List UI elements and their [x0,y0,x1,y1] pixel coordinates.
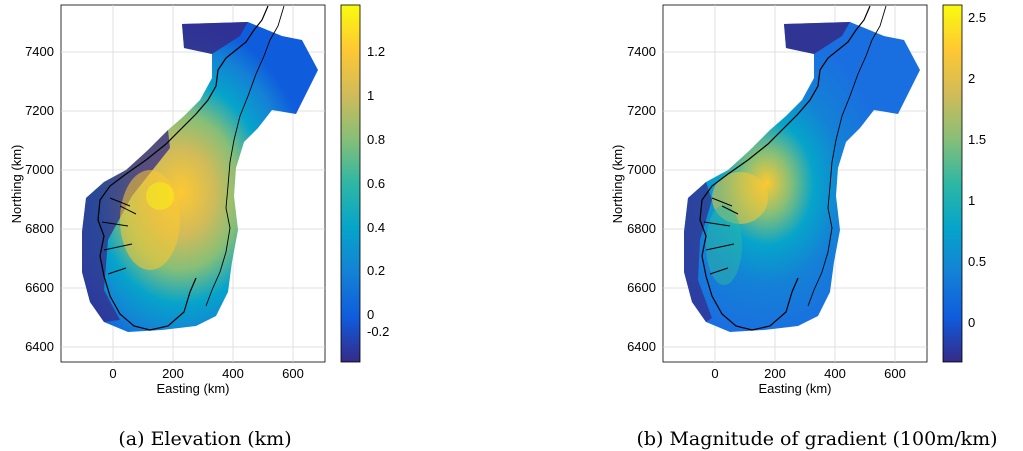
x-axis: 0 200 400 600 [109,366,303,381]
y-tick-label: 7000 [627,162,656,177]
colorbar-tick-label: 0 [968,315,975,330]
y-tick-label: 7400 [627,44,656,59]
y-tick-label: 7400 [25,44,54,59]
colorbar-scale [942,4,963,363]
colorbar: -0.2 0 0.2 0.4 0.6 0.8 1 1.2 [340,4,389,363]
panel-caption: (b) Magnitude of gradient (100m/km) [636,428,997,450]
colorbar-tick-label: 2 [968,71,975,86]
y-axis-label: Northing (km) [610,145,625,224]
y-axis-label: Northing (km) [9,145,24,224]
x-tick-label: 0 [711,366,718,381]
panel-caption: (a) Elevation (km) [118,428,291,450]
x-tick-label: 400 [824,366,846,381]
x-axis-label: Easting (km) [157,381,230,396]
coastline [699,5,871,331]
x-tick-label: 600 [884,366,906,381]
x-axis: 0 200 400 600 [711,366,905,381]
national-border [807,5,887,307]
y-tick-label: 7200 [627,103,656,118]
colorbar: 0 0.5 1 1.5 2 2.5 [942,4,986,363]
y-tick-label: 6400 [627,339,656,354]
colorbar-tick-label: 0.8 [367,132,385,147]
colorbar-tick-label: 1 [367,88,374,103]
colorbar-tick-label: 0.4 [367,220,385,235]
y-tick-label: 7000 [25,162,54,177]
colorbar-tick-label: 1 [968,193,975,208]
colorbar-tick-label: 1.5 [968,132,986,147]
x-tick-label: 200 [162,366,184,381]
coastline [97,5,269,331]
colorbar-ticks: 0 0.5 1 1.5 2 2.5 [968,10,986,330]
y-tick-label: 6400 [25,339,54,354]
x-tick-label: 0 [109,366,116,381]
panel-gradient-magnitude: 6400 6600 6800 7000 7200 7400 0 200 400 … [610,4,998,450]
colorbar-tick-label: 0.5 [968,254,986,269]
x-tick-label: 400 [222,366,244,381]
x-tick-label: 200 [764,366,786,381]
x-axis-label: Easting (km) [759,381,832,396]
colorbar-tick-label: 2.5 [968,10,986,25]
y-tick-label: 6800 [627,221,656,236]
colorbar-tick-label: 1.2 [367,44,385,59]
y-tick-label: 7200 [25,103,54,118]
colorbar-scale [340,4,361,363]
colorbar-tick-label: 0 [367,307,374,322]
colorbar-tick-label: 0.6 [367,176,385,191]
y-tick-label: 6600 [25,280,54,295]
y-axis: 6400 6600 6800 7000 7200 7400 [25,44,54,354]
y-tick-label: 6600 [627,280,656,295]
colorbar-ticks: -0.2 0 0.2 0.4 0.6 0.8 1 1.2 [367,44,389,339]
norway-gradient-surface [684,22,920,332]
panel-elevation: 6400 6600 6800 7000 7200 7400 0 200 400 … [9,4,389,450]
x-tick-label: 600 [282,366,304,381]
y-axis: 6400 6600 6800 7000 7200 7400 [627,44,656,354]
national-border [205,5,285,307]
colorbar-tick-label: 0.2 [367,263,385,278]
y-tick-label: 6800 [25,221,54,236]
colorbar-tick-label: -0.2 [367,324,389,339]
